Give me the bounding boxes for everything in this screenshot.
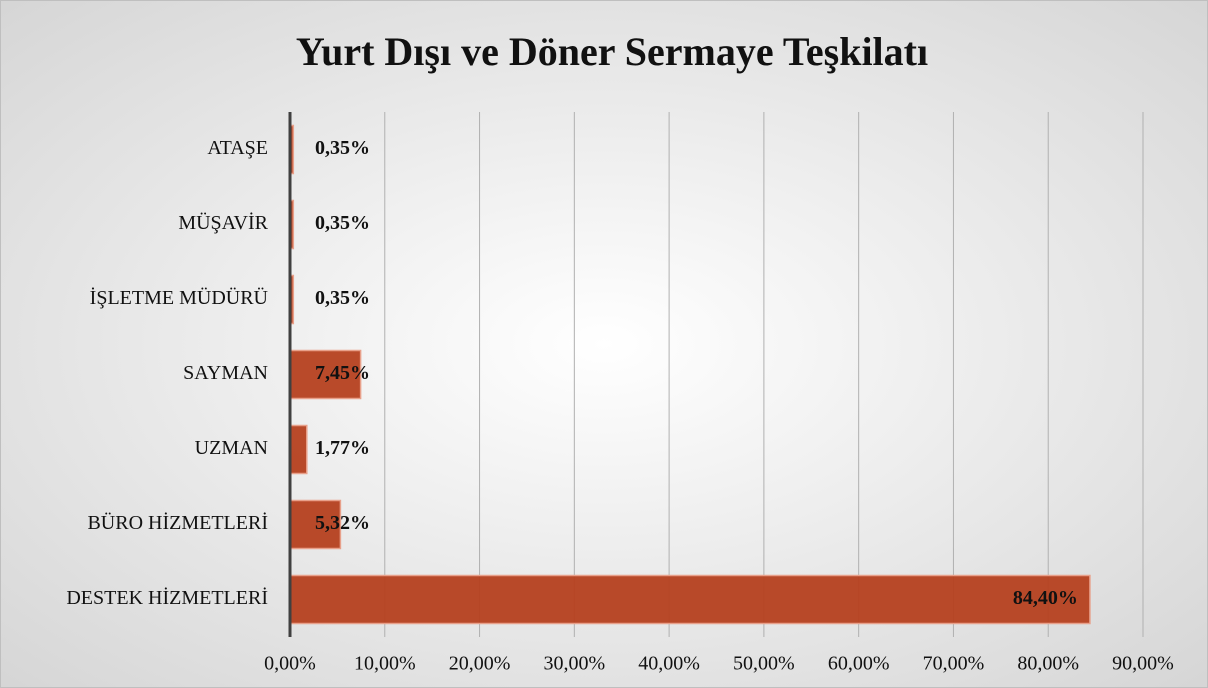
y-tick-label: BÜRO HİZMETLERİ [87,511,268,534]
x-tick-label: 10,00% [354,653,416,675]
x-tick-label: 50,00% [733,653,795,675]
data-label: 0,35% [315,137,370,159]
x-tick-label: 40,00% [638,653,700,675]
x-tick-label: 70,00% [923,653,985,675]
bar [289,499,342,550]
data-label: 84,40% [1013,587,1078,609]
x-tick-label: 80,00% [1017,653,1079,675]
data-label: 7,45% [315,362,370,384]
data-label: 0,35% [315,287,370,309]
y-tick-label: MÜŞAVİR [178,211,268,234]
x-tick-label: 60,00% [828,653,890,675]
x-tick-label: 90,00% [1112,653,1174,675]
y-tick-label: SAYMAN [183,362,268,384]
bar [289,349,362,400]
bar [289,424,308,475]
y-tick-label: İŞLETME MÜDÜRÜ [90,286,269,309]
data-label: 5,32% [315,512,370,534]
x-tick-label: 30,00% [543,653,605,675]
y-tick-label: DESTEK HİZMETLERİ [66,586,268,609]
x-tick-label: 0,00% [264,653,316,675]
y-tick-label: UZMAN [195,437,268,459]
y-tick-label: ATAŞE [207,137,268,159]
data-label: 0,35% [315,212,370,234]
x-tick-label: 20,00% [449,653,511,675]
bar [289,574,1091,625]
data-label: 1,77% [315,437,370,459]
chart-title: Yurt Dışı ve Döner Sermaye Teşkilatı [296,29,928,74]
